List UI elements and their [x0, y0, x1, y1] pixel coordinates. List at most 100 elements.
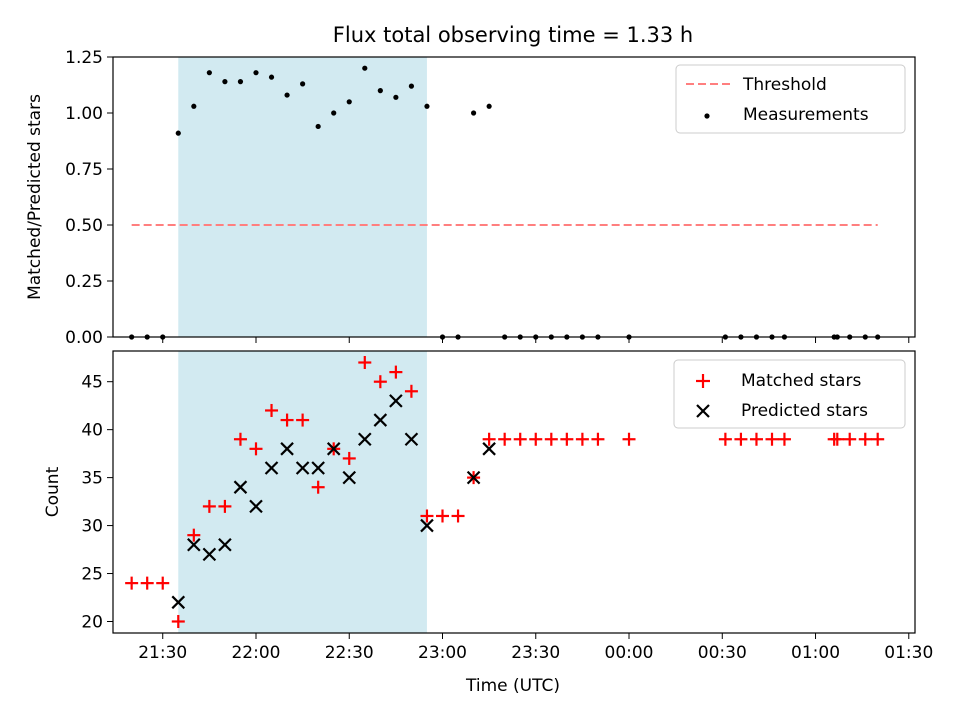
measurement-point	[393, 94, 399, 100]
matched-star-point	[420, 509, 434, 523]
chart-title: Flux total observing time = 1.33 h	[333, 23, 693, 47]
measurement-point	[346, 99, 352, 105]
predicted-star-point	[280, 442, 294, 456]
predicted-star-point	[466, 470, 481, 485]
bottom-legend: Matched stars Predicted stars	[673, 359, 906, 429]
matched-star-point	[765, 432, 779, 446]
matched-star-point	[156, 576, 170, 590]
predicted-star-point	[389, 394, 403, 408]
matched-star-point	[560, 432, 574, 446]
matched-star-point	[249, 442, 263, 456]
predicted-star-point	[311, 461, 325, 475]
top-legend-box	[675, 64, 906, 134]
measurement-point	[408, 83, 415, 89]
matched-star-point	[575, 432, 589, 446]
y-tick-label: 0.00	[65, 328, 103, 348]
y-tick-label: 30	[81, 517, 103, 537]
matched-star-point	[718, 432, 732, 446]
measurement-point	[175, 130, 181, 136]
bottom-y-axis-label: Count	[43, 466, 63, 517]
x-tick-label: 23:00	[418, 643, 467, 663]
legend-measurements-swatch	[704, 113, 710, 119]
legend-matched-swatch	[696, 374, 710, 388]
measurement-point	[377, 88, 383, 94]
matched-star-point	[529, 432, 543, 446]
matched-star-point	[482, 432, 496, 446]
matched-star-point	[436, 509, 450, 523]
matched-star-point	[342, 451, 356, 465]
legend-predicted-label: Predicted stars	[741, 401, 868, 421]
top-panel-frame	[112, 56, 916, 338]
x-tick-label: 00:30	[698, 643, 747, 663]
matched-star-point	[358, 356, 372, 370]
measurement-point	[331, 110, 337, 116]
predicted-star-point	[342, 470, 357, 485]
y-tick-label: 20	[81, 612, 103, 632]
predicted-star-point	[218, 537, 232, 552]
predicted-star-point	[249, 499, 263, 514]
matched-star-point	[296, 413, 310, 427]
predicted-star-point	[187, 537, 201, 552]
matched-star-point	[233, 432, 247, 446]
measurement-point	[268, 74, 275, 80]
y-tick-label: 0.25	[65, 272, 103, 292]
measurement-point	[424, 103, 430, 109]
measurement-point	[486, 103, 492, 109]
matched-star-point	[389, 365, 403, 379]
matched-star-point	[513, 432, 527, 446]
matched-star-point	[749, 432, 763, 446]
predicted-star-point	[264, 461, 279, 475]
measurement-point	[362, 65, 368, 71]
legend-measurements-label: Measurements	[743, 105, 869, 125]
x-tick-label: 23:30	[511, 643, 560, 663]
matched-star-point	[311, 480, 325, 494]
bottom-legend-box	[673, 359, 906, 429]
top-y-axis-label: Matched/Predicted stars	[25, 94, 45, 300]
top-panel: 0.00 0.25 0.50 0.75 1.00 1.25 Matched/Predict…	[25, 48, 916, 348]
matched-star-point	[404, 384, 418, 398]
predicted-star-point	[326, 442, 341, 456]
y-tick-label: 25	[81, 565, 103, 585]
matched-star-point	[280, 413, 294, 427]
top-legend: Threshold Measurements	[675, 64, 906, 134]
matched-star-point	[451, 509, 465, 523]
matched-star-point	[265, 403, 279, 417]
y-tick-label: 1.25	[65, 48, 103, 68]
measurement-point	[191, 103, 197, 109]
predicted-star-point	[358, 432, 372, 447]
y-tick-label: 0.75	[65, 160, 103, 180]
y-tick-label: 45	[81, 373, 103, 393]
measurement-point	[284, 92, 290, 98]
bottom-panel-shade	[178, 351, 427, 633]
legend-threshold-label: Threshold	[742, 75, 827, 95]
y-tick-label: 1.00	[65, 104, 103, 124]
predicted-star-point	[171, 595, 186, 610]
matched-star-point	[591, 432, 605, 446]
predicted-star-point	[373, 413, 388, 427]
matched-star-point	[218, 499, 232, 513]
measurement-point	[222, 79, 228, 85]
matched-star-point	[171, 614, 185, 628]
x-tick-label: 22:00	[231, 643, 280, 663]
x-tick-label: 01:00	[791, 643, 840, 663]
matched-star-point	[125, 576, 139, 590]
legend-matched-label: Matched stars	[741, 371, 861, 391]
measurement-point	[206, 70, 212, 76]
legend-predicted-swatch	[696, 404, 710, 418]
matched-star-point	[734, 432, 748, 446]
matched-star-point	[622, 432, 636, 446]
bottom-panel: 20 25 30 35 40 45 21:30 22:00 22:30 23:00 23:30 00…	[43, 350, 933, 663]
matched-star-point	[830, 432, 844, 446]
measurement-point	[253, 70, 259, 76]
measurement-point	[315, 123, 321, 130]
bottom-panel-frame	[112, 350, 916, 634]
y-tick-label: 0.50	[65, 216, 103, 236]
x-tick-label: 22:30	[325, 643, 374, 663]
matched-star-point	[202, 499, 216, 513]
predicted-star-point	[420, 518, 434, 533]
matched-star-point	[140, 576, 154, 590]
matched-star-point	[187, 528, 201, 542]
measurement-point	[237, 79, 244, 85]
x-axis-label: Time (UTC)	[465, 676, 560, 696]
